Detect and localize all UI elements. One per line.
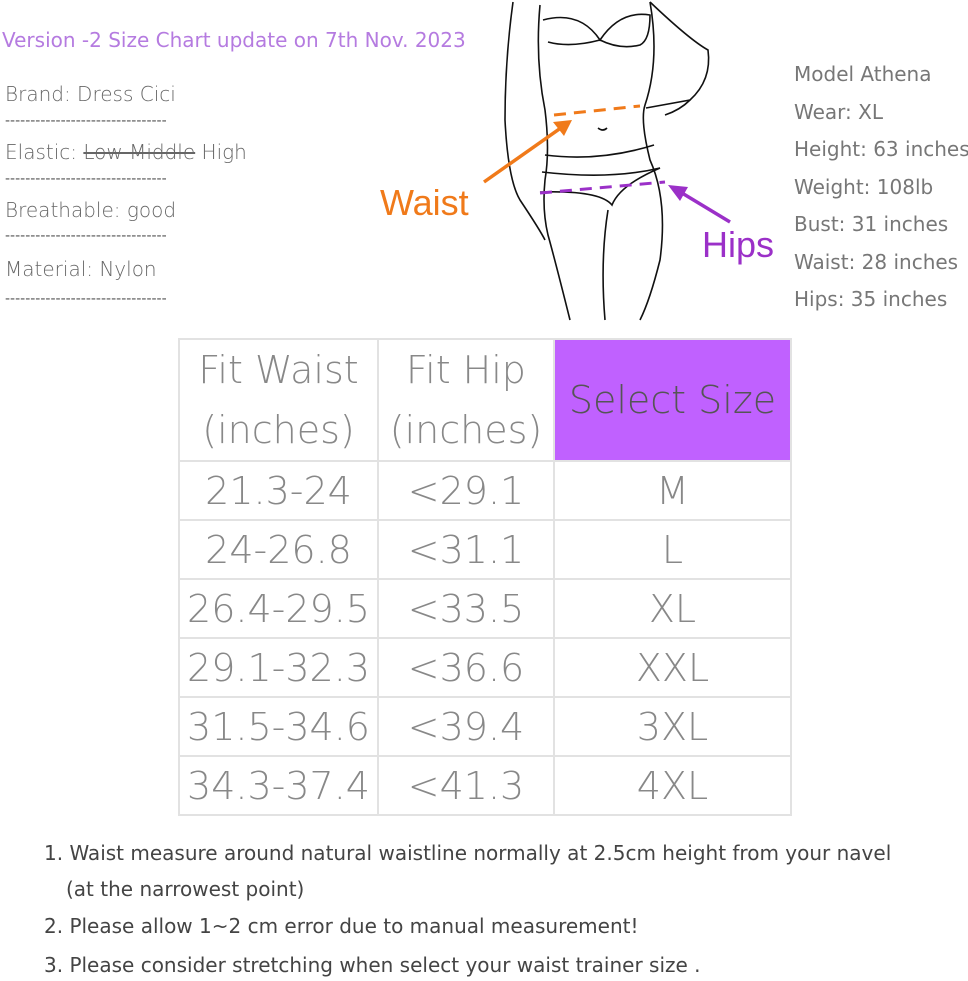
hip-cell: <39.4 [377, 696, 555, 757]
header-fit-hip: Fit Hip (inches) [377, 338, 555, 462]
version-note: Version -2 Size Chart update on 7th Nov.… [2, 28, 466, 52]
table-row: 24-26.8 <31.1 L [178, 519, 792, 580]
model-waist: Waist: 28 inches [794, 250, 959, 274]
header-fit-waist: Fit Waist (inches) [178, 338, 379, 462]
brand-spec: Brand: Dress Cici [5, 82, 176, 106]
elastic-value: High [195, 140, 247, 164]
separator: -------------------------------- [5, 228, 167, 244]
size-cell: XXL [553, 637, 792, 698]
hips-arrowhead [668, 185, 688, 201]
hip-cell: <31.1 [377, 519, 555, 580]
header-line: Fit Waist [198, 348, 359, 392]
model-hips: Hips: 35 inches [794, 287, 948, 311]
header-line: (inches) [202, 408, 355, 452]
size-cell: 4XL [553, 755, 792, 816]
waist-cell: 21.3-24 [178, 460, 379, 521]
waist-arrowhead [553, 120, 572, 136]
table-row: 21.3-24 <29.1 M [178, 460, 792, 521]
model-height: Height: 63 inches [794, 137, 968, 161]
note-1: 1. Waist measure around natural waistlin… [44, 841, 892, 865]
table-row: 29.1-32.3 <36.6 XXL [178, 637, 792, 698]
waist-line [553, 104, 641, 117]
separator: -------------------------------- [5, 171, 167, 187]
hips-line [539, 180, 666, 195]
note-1-continued: (at the narrowest point) [66, 877, 305, 901]
header-line: (inches) [389, 408, 543, 452]
waist-cell: 24-26.8 [178, 519, 379, 580]
size-cell: M [553, 460, 792, 521]
size-cell: L [553, 519, 792, 580]
elastic-struck-options: Low Middle [83, 140, 196, 164]
hip-cell: <29.1 [377, 460, 555, 521]
table-row: 31.5-34.6 <39.4 3XL [178, 696, 792, 757]
hips-arrow [676, 188, 731, 224]
size-cell: 3XL [553, 696, 792, 757]
separator: -------------------------------- [5, 291, 167, 307]
table-header: Fit Waist (inches) Fit Hip (inches) Select… [178, 338, 792, 462]
elastic-label: Elastic: [5, 140, 84, 164]
hip-cell: <36.6 [377, 637, 555, 698]
note-3: 3. Please consider stretching when selec… [44, 953, 701, 977]
waist-cell: 26.4-29.5 [178, 578, 379, 639]
model-wear: Wear: XL [794, 100, 883, 124]
size-cell: XL [553, 578, 792, 639]
waist-label: Waist [380, 182, 469, 223]
model-bust: Bust: 31 inches [794, 212, 949, 236]
header-select-size: Select Size [553, 338, 792, 462]
hip-cell: <33.5 [377, 578, 555, 639]
separator: -------------------------------- [5, 113, 167, 129]
table-row: 26.4-29.5 <33.5 XL [178, 578, 792, 639]
waist-cell: 31.5-34.6 [178, 696, 379, 757]
material-spec: Material: Nylon [5, 257, 157, 281]
waist-arrow [482, 123, 567, 184]
body-outline [504, 1, 710, 321]
header-line: Fit Hip [406, 348, 526, 392]
hips-label: Hips [702, 224, 774, 265]
model-name: Model Athena [794, 62, 932, 86]
elastic-spec: Elastic: Low Middle High [5, 140, 247, 164]
waist-cell: 29.1-32.3 [178, 637, 379, 698]
hip-cell: <41.3 [377, 755, 555, 816]
body-measurement-figure: Waist Hips [380, 1, 774, 321]
note-2: 2. Please allow 1~2 cm error due to manu… [44, 914, 639, 938]
model-weight: Weight: 108lb [794, 175, 934, 199]
waist-cell: 34.3-37.4 [178, 755, 379, 816]
table-row: 34.3-37.4 <41.3 4XL [178, 755, 792, 816]
size-table: Fit Waist (inches) Fit Hip (inches) Select… [178, 338, 792, 816]
breathable-spec: Breathable: good [5, 198, 177, 222]
